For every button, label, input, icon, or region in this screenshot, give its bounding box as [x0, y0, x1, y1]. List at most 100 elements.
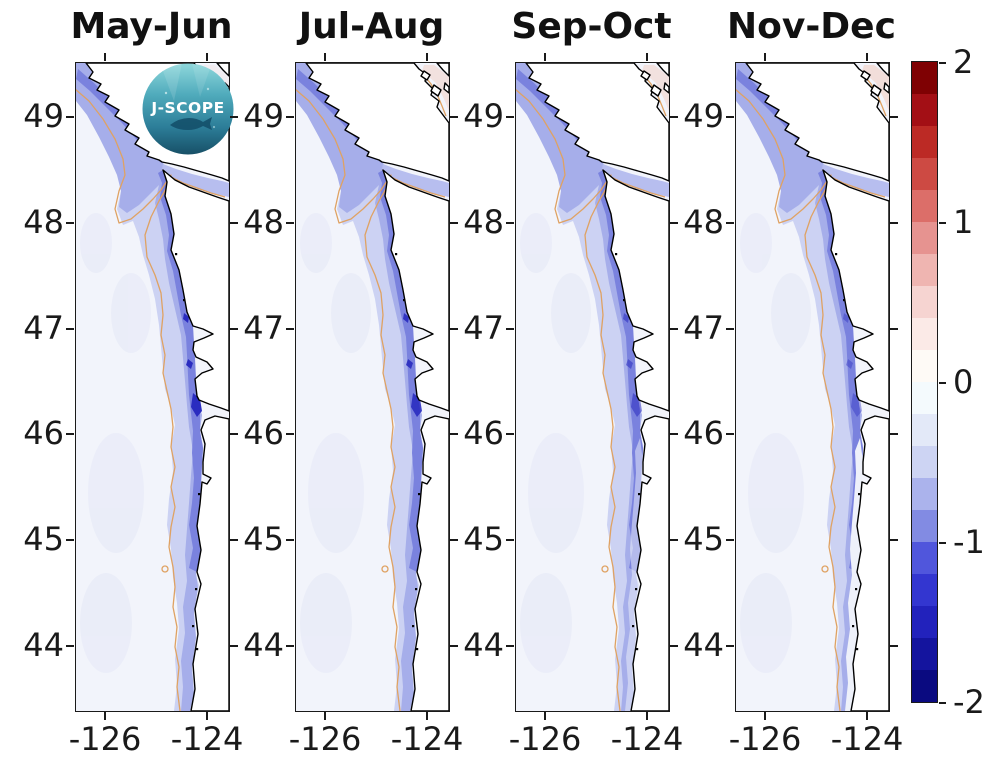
- tick-mark: [939, 701, 946, 704]
- longitude-tick-label: -126: [508, 720, 582, 758]
- tick-mark: [229, 327, 238, 330]
- tick-mark: [725, 116, 734, 119]
- tick-mark: [449, 221, 458, 224]
- tick-mark: [889, 221, 898, 224]
- latitude-tick-label: 46: [243, 414, 284, 453]
- latitude-tick-label: 46: [463, 414, 504, 453]
- longitude-tick-label: -124: [830, 720, 904, 758]
- tick-mark: [285, 221, 294, 224]
- tick-mark: [889, 539, 898, 542]
- panel-title-may-jun: May-Jun: [70, 6, 233, 47]
- tick-mark: [544, 711, 546, 720]
- tick-mark: [889, 327, 898, 330]
- tick-mark: [505, 539, 514, 542]
- colorbar-segment: [912, 158, 937, 190]
- tick-mark: [285, 645, 294, 648]
- latitude-tick-label: 49: [683, 97, 724, 136]
- tick-mark: [229, 116, 238, 119]
- tick-mark: [65, 116, 74, 119]
- colorbar-segment: [912, 350, 937, 382]
- tick-mark: [426, 711, 428, 720]
- colorbar-segment: [912, 638, 937, 670]
- latitude-tick-label: 48: [243, 202, 284, 241]
- tick-mark: [939, 541, 946, 544]
- latitude-tick-label: 45: [683, 520, 724, 559]
- tick-mark: [65, 539, 74, 542]
- latitude-tick-label: 44: [683, 626, 724, 665]
- tick-mark: [889, 433, 898, 436]
- tick-mark: [505, 433, 514, 436]
- tick-mark: [866, 711, 868, 720]
- colorbar-tick-label: 1: [953, 202, 974, 241]
- longitude-tick-label: -124: [610, 720, 684, 758]
- latitude-tick-label: 45: [243, 520, 284, 559]
- tick-mark: [669, 221, 678, 224]
- colorbar-tick-label: 0: [953, 362, 974, 401]
- tick-mark: [65, 221, 74, 224]
- latitude-tick-label: 44: [463, 626, 504, 665]
- tick-mark: [725, 433, 734, 436]
- latitude-tick-label: 44: [243, 626, 284, 665]
- latitude-tick-label: 47: [463, 308, 504, 347]
- tick-mark: [449, 433, 458, 436]
- tick-mark: [324, 52, 326, 61]
- latitude-tick-label: 46: [683, 414, 724, 453]
- colorbar-segment: [912, 670, 937, 702]
- tick-mark: [426, 52, 428, 61]
- latitude-tick-label: 49: [23, 97, 64, 136]
- tick-mark: [324, 711, 326, 720]
- light-ray: [192, 63, 212, 97]
- longitude-tick-label: -124: [170, 720, 244, 758]
- colorbar-segment: [912, 126, 937, 158]
- tick-mark: [285, 116, 294, 119]
- latitude-tick-label: 44: [23, 626, 64, 665]
- latitude-tick-label: 45: [23, 520, 64, 559]
- map-panel-sep-oct: [515, 62, 670, 712]
- tick-mark: [285, 327, 294, 330]
- tick-mark: [229, 221, 238, 224]
- longitude-tick-label: -126: [68, 720, 142, 758]
- colorbar-segment: [912, 478, 937, 510]
- tick-mark: [889, 645, 898, 648]
- latitude-tick-label: 47: [23, 308, 64, 347]
- tick-mark: [229, 645, 238, 648]
- fish-silhouette: [170, 117, 212, 130]
- tick-mark: [725, 539, 734, 542]
- tick-mark: [669, 433, 678, 436]
- tick-mark: [939, 221, 946, 224]
- latitude-tick-label: 48: [23, 202, 64, 241]
- tick-mark: [544, 52, 546, 61]
- tick-mark: [505, 116, 514, 119]
- tick-mark: [669, 116, 678, 119]
- jscope-logo-text: J-SCOPE: [150, 99, 224, 117]
- colorbar-segment: [912, 94, 937, 126]
- tick-mark: [104, 711, 106, 720]
- tick-mark: [669, 327, 678, 330]
- tick-mark: [725, 221, 734, 224]
- tick-mark: [206, 711, 208, 720]
- light-ray: [160, 63, 182, 101]
- colorbar-segment: [912, 62, 937, 94]
- tick-mark: [866, 52, 868, 61]
- tick-mark: [646, 711, 648, 720]
- tick-mark: [889, 116, 898, 119]
- colorbar-segment: [912, 542, 937, 574]
- tick-mark: [646, 52, 648, 61]
- panel-title-jul-aug: Jul-Aug: [298, 6, 445, 47]
- colorbar-tick-label: -2: [953, 682, 985, 721]
- longitude-tick-label: -124: [390, 720, 464, 758]
- tick-mark: [505, 327, 514, 330]
- tick-mark: [104, 52, 106, 61]
- tick-mark: [449, 327, 458, 330]
- tick-mark: [725, 645, 734, 648]
- latitude-tick-label: 47: [683, 308, 724, 347]
- map-panel-jul-aug: [295, 62, 450, 712]
- tick-mark: [725, 327, 734, 330]
- tick-mark: [65, 327, 74, 330]
- colorbar: [911, 61, 938, 703]
- colorbar-segment: [912, 382, 937, 414]
- tick-mark: [449, 645, 458, 648]
- colorbar-tick-label: -1: [953, 522, 985, 561]
- tick-mark: [669, 645, 678, 648]
